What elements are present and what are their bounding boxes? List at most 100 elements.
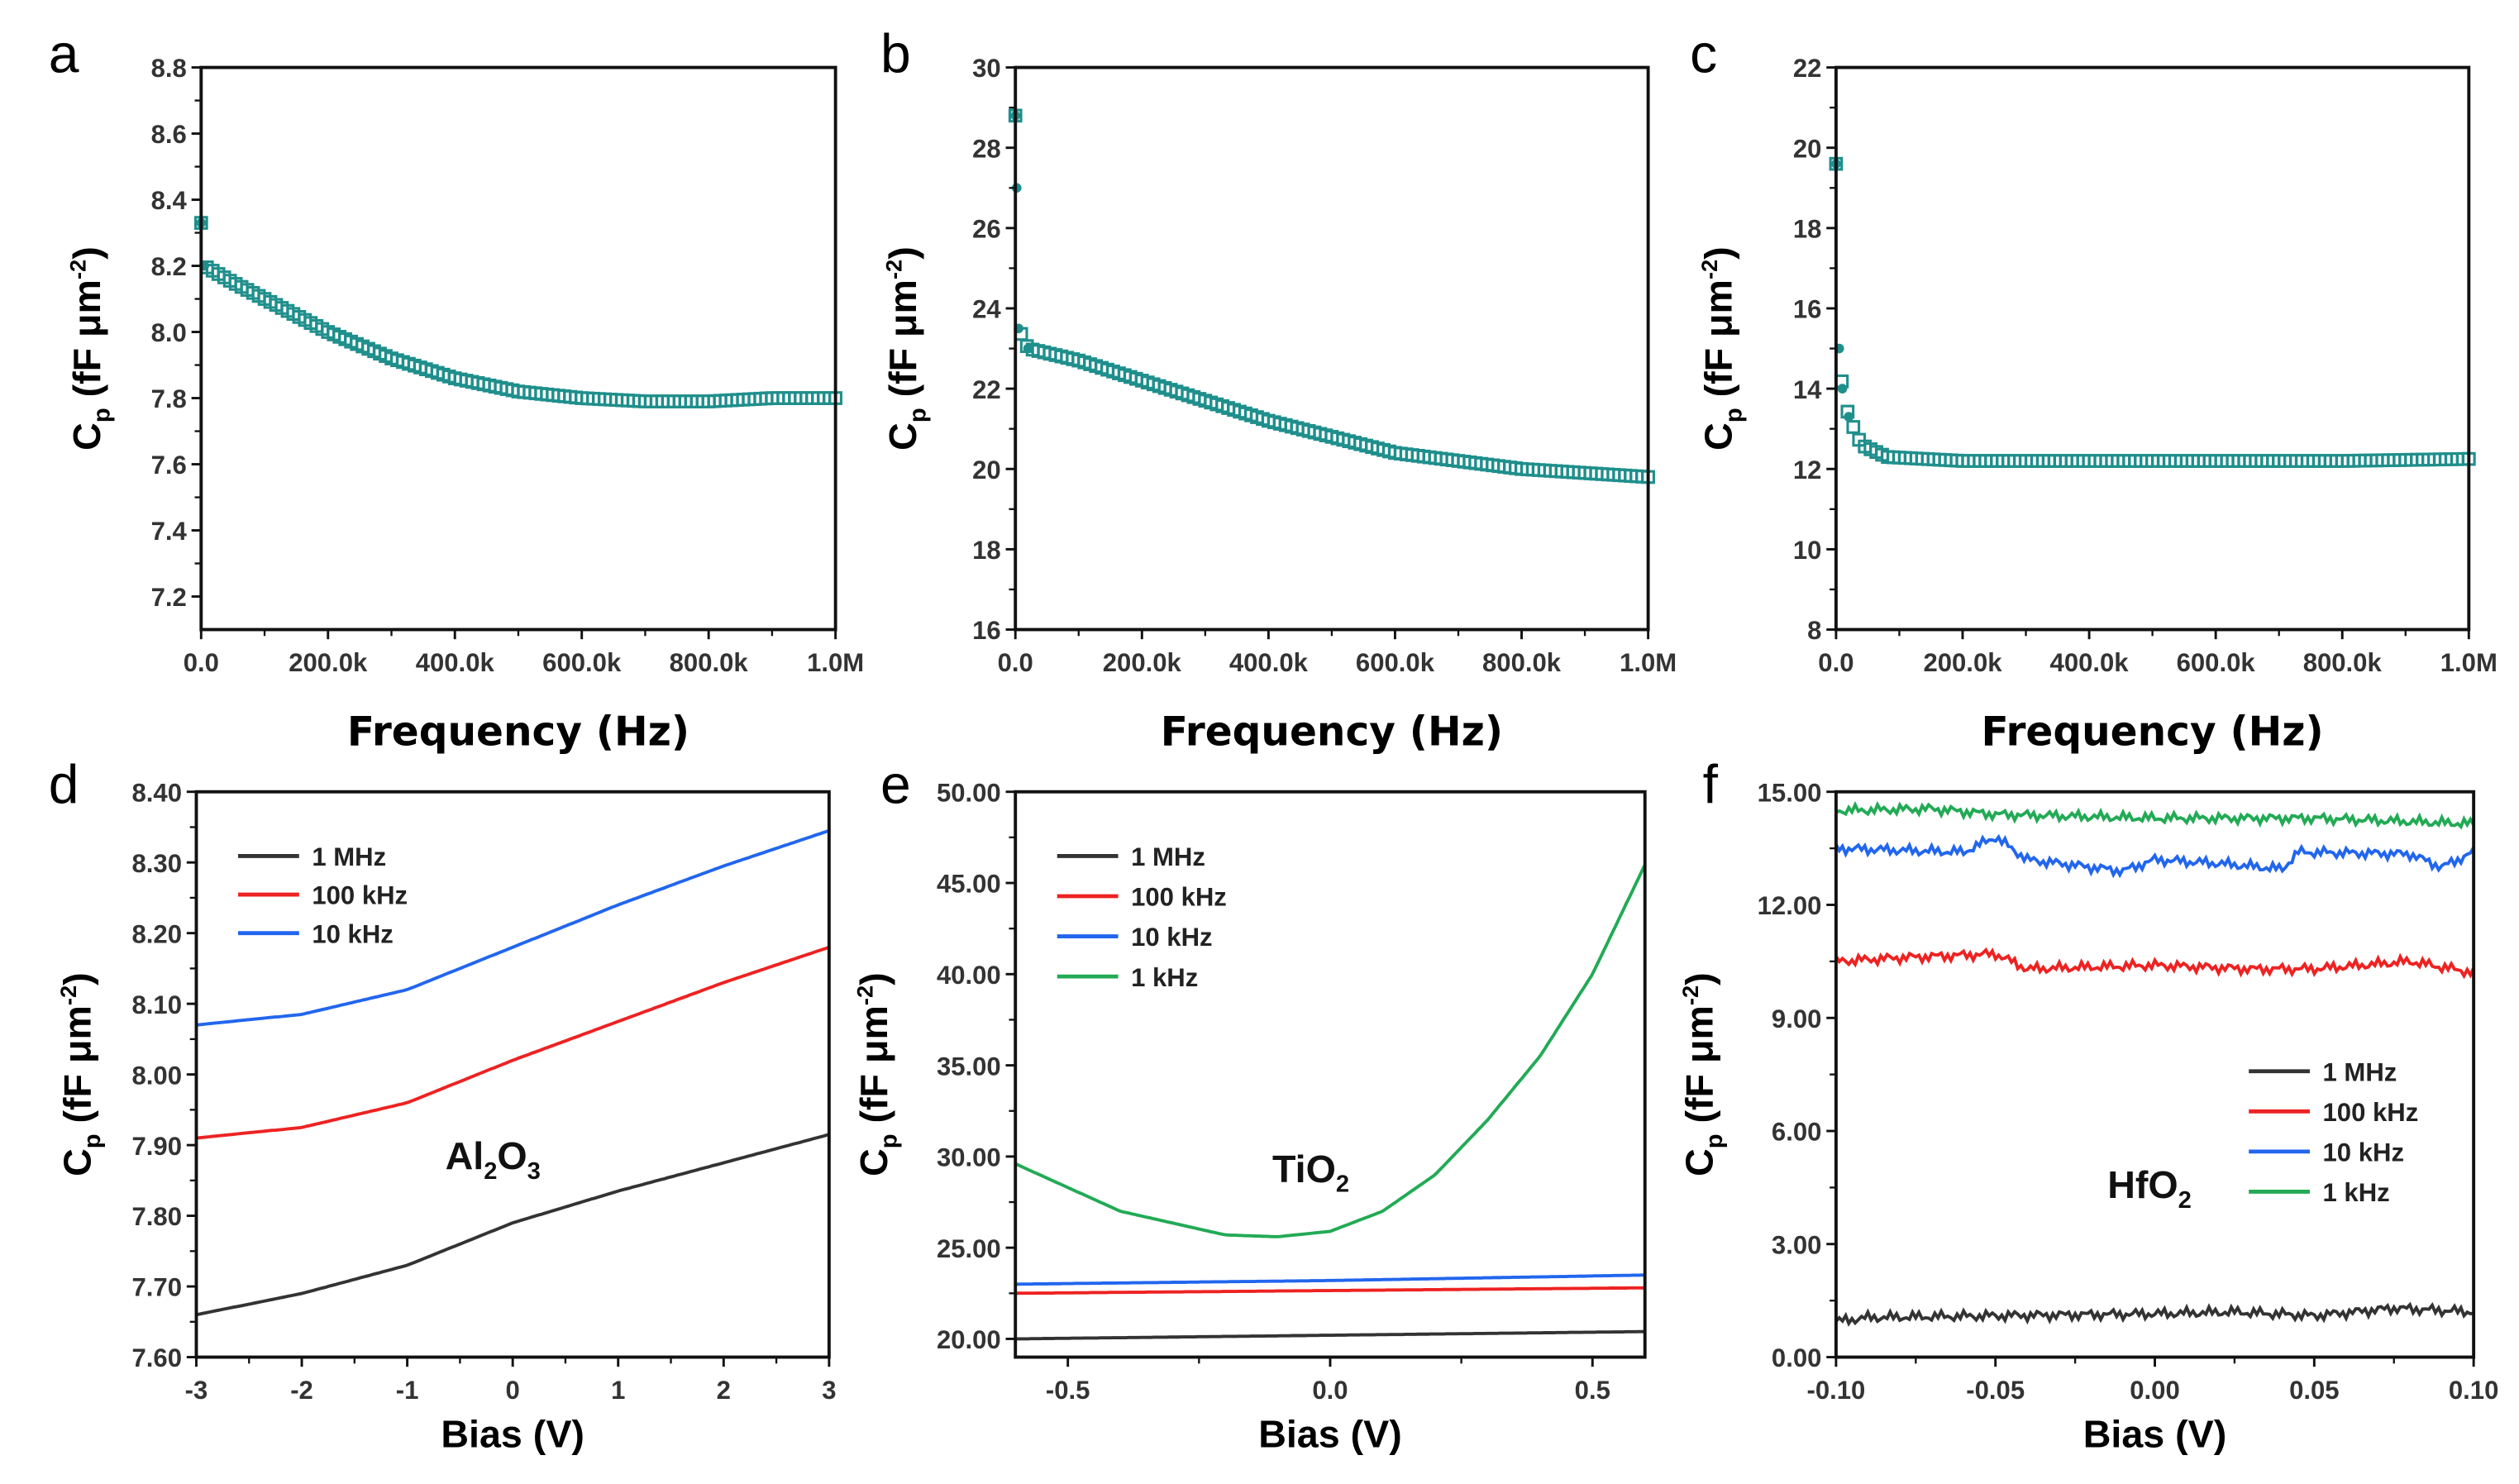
x-tick-label: 3 xyxy=(822,1376,836,1405)
y-tick-label: 8.30 xyxy=(131,849,182,878)
y-tick-label: 35.00 xyxy=(937,1052,1001,1081)
legend-label: 10 kHz xyxy=(312,919,393,948)
y-label-symbol: C xyxy=(1697,422,1740,451)
series-line-10khz xyxy=(1834,833,2475,879)
legend: 1 MHz 100 kHz 10 kHz 1 kHz xyxy=(1057,842,1227,992)
y-axis-label: Cp (fF μm-2) xyxy=(852,972,902,1176)
material-element: Ti xyxy=(1272,1148,1306,1191)
legend-label: 100 kHz xyxy=(2323,1098,2419,1127)
x-tick-label: 600.0k xyxy=(542,648,622,677)
x-tick-label: 600.0k xyxy=(1356,648,1435,677)
y-tick-label: 3.00 xyxy=(1772,1230,1822,1259)
y-tick-label: 7.6 xyxy=(151,451,187,480)
y-tick-label: 8.6 xyxy=(151,120,187,149)
material-element: O xyxy=(497,1134,527,1177)
x-tick-label: 0.0 xyxy=(1312,1376,1348,1405)
material-element: O xyxy=(1306,1148,1336,1191)
legend-label: 1 MHz xyxy=(1131,842,1205,871)
y-label-close: ) xyxy=(852,972,895,985)
y-label-unit: (fF μm xyxy=(65,279,108,408)
x-tick-label: 0.5 xyxy=(1575,1376,1610,1405)
x-tick-label: 400.0k xyxy=(2050,648,2130,677)
x-tick-label: 200.0k xyxy=(1103,648,1182,677)
data-point xyxy=(1844,412,1854,422)
y-label-unit: (fF μm xyxy=(881,279,924,408)
y-tick-label: 7.80 xyxy=(131,1202,182,1231)
y-label-unit: (fF μm xyxy=(1697,279,1740,408)
x-tick-label: 0.0 xyxy=(184,648,219,677)
y-tick-label: 22 xyxy=(1793,54,1822,83)
y-tick-label: 8.20 xyxy=(131,919,182,948)
y-tick-label: 22 xyxy=(972,375,1001,404)
y-tick-label: 7.90 xyxy=(131,1132,182,1161)
y-tick-label: 30.00 xyxy=(937,1143,1001,1172)
series-line-1mhz xyxy=(1834,1301,2474,1327)
data-series-group xyxy=(1829,156,2476,468)
y-tick-label: 28 xyxy=(972,134,1001,163)
series-line-1khz xyxy=(1834,800,2475,830)
y-label-superscript: -2 xyxy=(1696,260,1722,279)
y-label-superscript: -2 xyxy=(1677,985,1703,1005)
series-line-100khz xyxy=(196,945,830,1140)
y-label-symbol: C xyxy=(852,1148,895,1176)
y-label-unit: (fF μm xyxy=(852,1005,895,1133)
x-tick-label: 1 xyxy=(611,1376,625,1405)
y-axis-label: Cp (fF μm-2) xyxy=(880,246,931,451)
y-tick-label: 7.70 xyxy=(131,1273,182,1302)
data-series-group xyxy=(1014,864,1647,1341)
plot-frame xyxy=(1014,65,1650,632)
y-label-unit: (fF μm xyxy=(55,1005,98,1133)
material-label: TiO2 xyxy=(1272,1148,1349,1198)
legend: 1 MHz 100 kHz 10 kHz xyxy=(237,842,408,948)
y-label-close: ) xyxy=(55,972,98,985)
x-axis-label: Bias (V) xyxy=(1258,1412,1402,1455)
y-tick-label: 18 xyxy=(972,536,1001,565)
y-tick-label: 8.10 xyxy=(131,990,182,1019)
panel-letter: c xyxy=(1690,22,1717,84)
y-label-close: ) xyxy=(881,246,924,260)
plot-frame xyxy=(1014,790,1647,1359)
y-tick-label: 18 xyxy=(1793,215,1822,244)
y-label-subscript: p xyxy=(79,1133,106,1148)
x-tick-label: 400.0k xyxy=(1229,648,1309,677)
x-tick-label: 200.0k xyxy=(289,648,368,677)
y-tick-label: 7.60 xyxy=(131,1343,182,1372)
series-line-10khz xyxy=(196,828,830,1027)
series-line-1khz xyxy=(1014,864,1647,1238)
data-point xyxy=(1837,384,1848,394)
y-label-superscript: -2 xyxy=(880,260,906,279)
x-tick-label: -1 xyxy=(396,1376,419,1405)
legend: 1 MHz 100 kHz 10 kHz 1 kHz xyxy=(2249,1057,2418,1207)
x-tick-label: -0.5 xyxy=(1046,1376,1090,1405)
x-tick-label: 800.0k xyxy=(670,648,749,677)
y-label-symbol: C xyxy=(881,422,924,451)
y-label-symbol: C xyxy=(55,1148,98,1176)
plot-frame xyxy=(194,790,831,1359)
panel-c: c 0.0 200.0k 400.0k 600.0k 800.0k 1.0M 8 10 12 14 1… xyxy=(1690,22,2498,755)
y-label-superscript: -2 xyxy=(55,985,81,1005)
material-label: HfO2 xyxy=(2107,1163,2192,1214)
y-tick-label: 8 xyxy=(1807,616,1821,645)
x-tick-label: 0.10 xyxy=(2449,1376,2499,1405)
y-tick-label: 20.00 xyxy=(937,1325,1001,1354)
y-label-symbol: C xyxy=(1677,1148,1720,1176)
material-subscript: 3 xyxy=(527,1158,541,1185)
y-tick-label: 20 xyxy=(972,456,1001,484)
x-axis-label: Bias (V) xyxy=(2083,1412,2227,1455)
y-tick-label: 9.00 xyxy=(1772,1004,1822,1033)
data-point xyxy=(1023,343,1033,354)
material-subscript: 2 xyxy=(484,1158,497,1185)
y-label-symbol: C xyxy=(65,422,108,451)
y-axis-label: Cp (fF μm-2) xyxy=(64,246,115,451)
x-tick-label: 200.0k xyxy=(1923,648,2002,677)
x-tick-label: 400.0k xyxy=(416,648,495,677)
y-tick-label: 26 xyxy=(972,215,1001,244)
panel-f: f -0.10 -0.05 0.00 0.05 0.10 0.00 3.00 6.00 9.00 1… xyxy=(1677,753,2499,1455)
x-tick-label: -2 xyxy=(290,1376,313,1405)
plot-frame xyxy=(1834,65,2471,632)
y-tick-label: 16 xyxy=(1793,295,1822,324)
series-line-1mhz xyxy=(196,1133,830,1317)
material-element: Hf xyxy=(2107,1163,2149,1206)
y-tick-label: 8.0 xyxy=(151,318,187,347)
y-tick-label: 8.8 xyxy=(151,54,187,83)
